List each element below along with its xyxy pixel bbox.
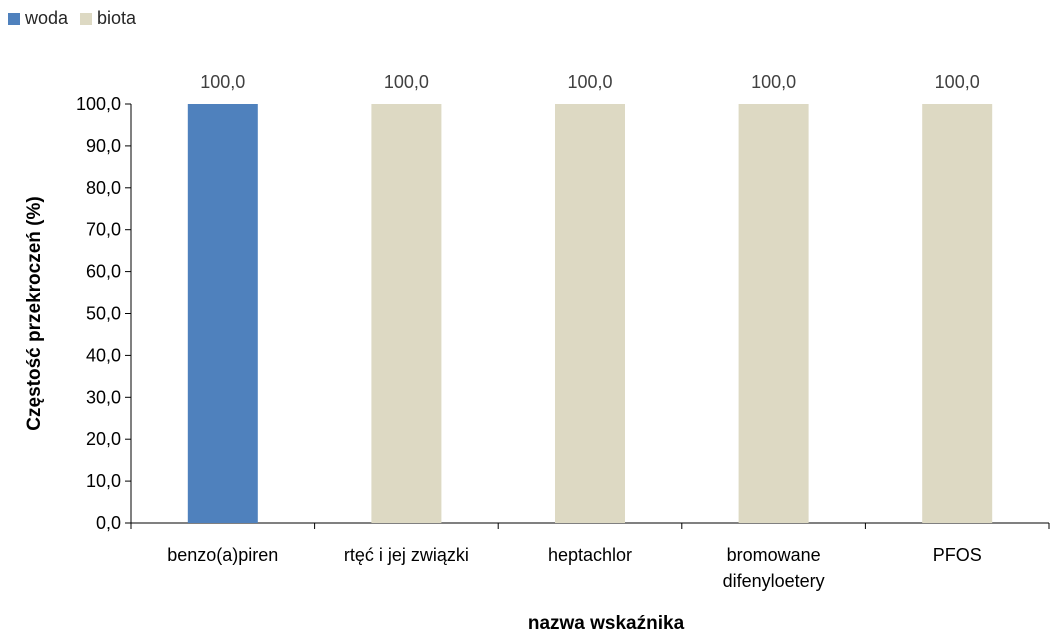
bar-woda xyxy=(187,104,258,523)
legend: woda biota xyxy=(8,8,136,29)
data-label: 100,0 xyxy=(567,72,612,92)
x-axis-title: nazwa wskaźnika xyxy=(528,613,685,634)
x-tick-label: difenyloetery xyxy=(723,571,825,591)
legend-swatch-biota xyxy=(80,12,93,25)
bar-biota xyxy=(371,104,442,523)
y-tick-label: 50,0 xyxy=(86,304,121,324)
y-axis-title: Częstość przekroczeń (%) xyxy=(24,196,45,430)
bar-biota xyxy=(738,104,809,523)
x-tick-label: heptachlor xyxy=(548,545,632,565)
bar-biota xyxy=(555,104,625,523)
x-tick-label: rtęć i jej związki xyxy=(344,545,469,565)
y-tick-label: 30,0 xyxy=(86,387,121,407)
x-tick-label: benzo(a)piren xyxy=(167,545,278,565)
y-tick-label: 20,0 xyxy=(86,429,121,449)
data-label: 100,0 xyxy=(935,72,980,92)
legend-item-biota: biota xyxy=(80,8,136,29)
y-tick-label: 10,0 xyxy=(86,471,121,491)
y-tick-label: 70,0 xyxy=(86,220,121,240)
y-tick-label: 60,0 xyxy=(86,262,121,282)
data-label: 100,0 xyxy=(384,72,429,92)
data-label: 100,0 xyxy=(751,72,796,92)
legend-swatch-woda xyxy=(8,12,20,25)
legend-label-woda: woda xyxy=(25,8,69,28)
x-tick-label: bromowane xyxy=(727,545,821,565)
x-tick-label: PFOS xyxy=(933,545,982,565)
legend-item-woda: woda xyxy=(8,8,68,29)
data-label: 100,0 xyxy=(200,72,245,92)
y-tick-label: 90,0 xyxy=(86,136,121,156)
bar-biota xyxy=(922,104,993,523)
y-tick-label: 100,0 xyxy=(76,94,121,114)
y-tick-label: 40,0 xyxy=(86,345,121,365)
y-tick-label: 80,0 xyxy=(86,178,121,198)
legend-label-biota: biota xyxy=(97,8,137,28)
y-tick-label: 0,0 xyxy=(96,513,121,533)
